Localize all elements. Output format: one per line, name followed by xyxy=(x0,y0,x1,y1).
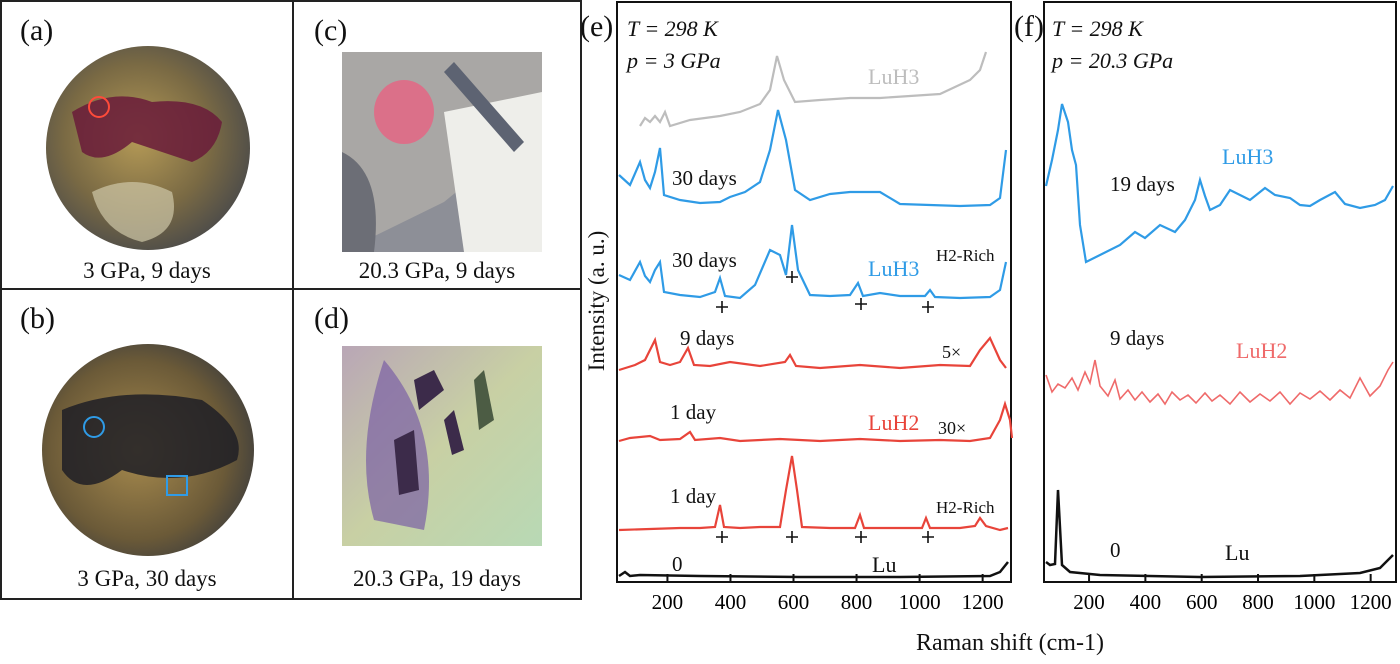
x-axis-label: Raman shift (cm-1) xyxy=(916,630,1104,656)
x-ticks-e: 200 400 600 800 1000 1200 xyxy=(652,574,1004,614)
label-mult30: 30× xyxy=(938,418,967,438)
condition-pressure-e: p = 3 GPa xyxy=(627,48,721,73)
x-tick-label: 800 xyxy=(841,590,873,614)
label-1day-b: 1 day xyxy=(670,484,717,508)
label-h2rich-a: H2-Rich xyxy=(936,246,995,265)
photo-caption: 20.3 GPa, 9 days xyxy=(358,258,516,283)
x-tick-label: 400 xyxy=(1130,590,1162,614)
spectrum-f-lu xyxy=(1045,489,1394,579)
label-lu-e: Lu xyxy=(872,552,897,577)
panel-label: (c) xyxy=(314,14,348,47)
spectrum-f-19days xyxy=(1044,103,1394,264)
panel-label: (b) xyxy=(20,302,55,335)
panel-c: (c) 20.3 GPa, 9 days xyxy=(292,0,582,290)
panel-d: (d) 20.3 GPa, 19 days xyxy=(292,288,582,600)
label-zero-f: 0 xyxy=(1110,538,1121,562)
chart-f-frame xyxy=(1043,1,1397,583)
y-axis-label: Intensity (a. u.) xyxy=(584,230,609,372)
x-ticks-f: 200 400 600 800 1000 1200 xyxy=(1073,574,1392,614)
x-tick-label: 1000 xyxy=(1293,590,1335,614)
label-30days-b: 30 days xyxy=(672,248,737,272)
x-tick-label: 800 xyxy=(1242,590,1274,614)
photo-caption: 20.3 GPa, 19 days xyxy=(352,566,522,591)
sample-photo-b xyxy=(42,344,254,556)
label-9days: 9 days xyxy=(680,326,735,350)
condition-temperature-f: T = 298 K xyxy=(1052,16,1143,41)
label-luh3-f: LuH3 xyxy=(1222,144,1274,169)
panel-a: (a) 3 GPa, 9 days xyxy=(0,0,294,290)
sample-photo-a xyxy=(46,46,250,250)
panel-b: (b) 3 GPa, 30 days xyxy=(0,288,294,600)
label-luh2-f: LuH2 xyxy=(1236,338,1288,363)
x-tick-label: 1000 xyxy=(899,590,941,614)
photo-caption: 3 GPa, 30 days xyxy=(77,566,217,591)
x-tick-label: 600 xyxy=(1186,590,1218,614)
x-tick-label: 1200 xyxy=(1350,590,1392,614)
label-30days-a: 30 days xyxy=(672,166,737,190)
panel-label: (a) xyxy=(20,14,54,47)
x-tick-label: 400 xyxy=(715,590,747,614)
peak-markers-e xyxy=(716,271,934,543)
x-tick-label: 200 xyxy=(1073,590,1105,614)
panel-label-e: (e) xyxy=(580,10,614,43)
panel-label-f: (f) xyxy=(1014,10,1044,43)
label-luh2-e: LuH2 xyxy=(868,410,920,435)
label-luh3-blue: LuH3 xyxy=(868,256,920,281)
x-tick-label: 600 xyxy=(778,590,810,614)
label-1day-a: 1 day xyxy=(670,400,717,424)
condition-pressure-f: p = 20.3 GPa xyxy=(1052,48,1174,73)
label-lu-f: Lu xyxy=(1225,540,1250,565)
label-mult5: 5× xyxy=(942,342,962,362)
panel-label: (d) xyxy=(314,302,349,335)
spectrum-f-9days xyxy=(1045,359,1394,406)
condition-temperature-e: T = 298 K xyxy=(627,16,718,41)
sample-photo-d xyxy=(342,346,542,546)
label-19days: 19 days xyxy=(1110,172,1175,196)
x-tick-label: 1200 xyxy=(962,590,1004,614)
x-tick-label: 200 xyxy=(652,590,684,614)
label-9days-f: 9 days xyxy=(1110,326,1165,350)
label-zero-e: 0 xyxy=(672,552,683,576)
photo-caption: 3 GPa, 9 days xyxy=(83,258,211,283)
label-luh3-gray: LuH3 xyxy=(868,64,920,89)
sample-photo-c xyxy=(342,52,542,252)
spectrum-e-30days xyxy=(618,109,1008,208)
label-h2rich-b: H2-Rich xyxy=(936,498,995,517)
